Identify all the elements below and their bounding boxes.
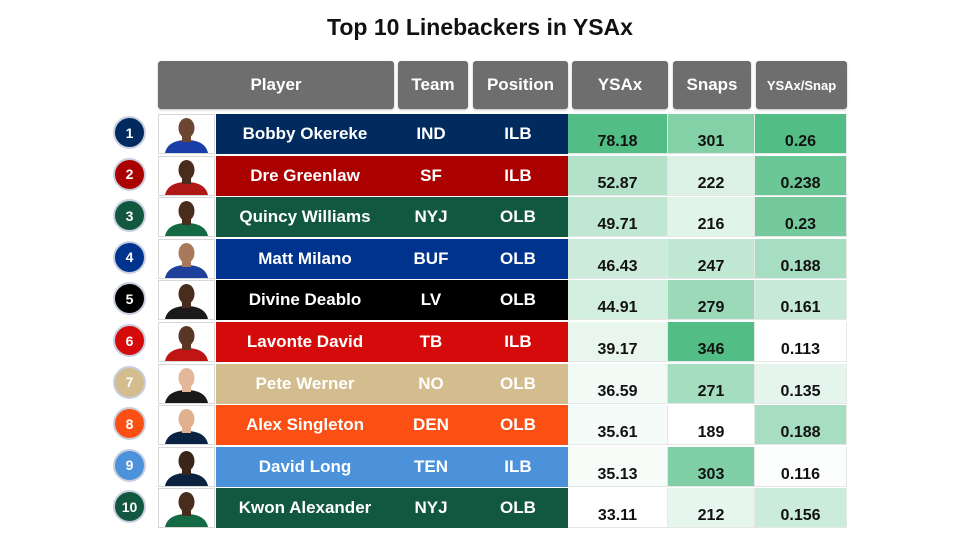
- heatmap-cell-snaps: 346: [668, 322, 755, 362]
- rank-badge: 8: [113, 407, 146, 441]
- table-row: 4 Matt Milano BUF OLB 46.43 247 0.188: [0, 238, 960, 280]
- cell-team: SF: [394, 155, 468, 196]
- header-player: Player: [158, 61, 394, 109]
- table-row: 8 Alex Singleton DEN OLB 35.61 189 0.188: [0, 405, 960, 446]
- player-headshot: [158, 488, 215, 529]
- cell-position: OLB: [468, 197, 568, 238]
- cell-team: NYJ: [394, 488, 468, 529]
- cell-position: OLB: [468, 238, 568, 279]
- heatmap-cell-ysax-snap: 0.161: [755, 280, 847, 321]
- cell-position: OLB: [468, 405, 568, 446]
- heatmap-cell-ysax: 46.43: [568, 238, 668, 279]
- rank-badge: 2: [113, 157, 146, 191]
- cell-position: ILB: [468, 322, 568, 362]
- heatmap-cell-snaps: 247: [668, 238, 755, 279]
- heatmap-cell-ysax: 35.13: [568, 446, 668, 487]
- table-row: 6 Lavonte David TB ILB 39.17 346 0.113: [0, 322, 960, 363]
- cell-position: ILB: [468, 114, 568, 154]
- cell-team: NO: [394, 363, 468, 404]
- heatmap-cell-ysax: 33.11: [568, 488, 668, 529]
- heatmap-cell-ysax: 44.91: [568, 280, 668, 321]
- heatmap-cell-ysax: 52.87: [568, 155, 668, 196]
- rank-badge: 10: [113, 490, 146, 524]
- cell-team: NYJ: [394, 197, 468, 238]
- heatmap-cell-snaps: 189: [668, 405, 755, 446]
- heatmap-cell-ysax: 39.17: [568, 322, 668, 362]
- cell-player: Pete Werner: [216, 363, 394, 404]
- cell-player: Bobby Okereke: [216, 114, 394, 154]
- table-row: 3 Quincy Williams NYJ OLB 49.71 216 0.23: [0, 197, 960, 238]
- cell-player: Quincy Williams: [216, 197, 394, 238]
- cell-team: LV: [394, 280, 468, 321]
- heatmap-cell-ysax: 78.18: [568, 114, 668, 154]
- cell-team: BUF: [394, 238, 468, 279]
- cell-position: ILB: [468, 446, 568, 487]
- rank-badge: 6: [113, 324, 146, 357]
- heatmap-cell-ysax-snap: 0.188: [755, 405, 847, 446]
- cell-player: Alex Singleton: [216, 405, 394, 446]
- header-team: Team: [398, 61, 468, 109]
- heatmap-cell-snaps: 279: [668, 280, 755, 321]
- heatmap-cell-ysax-snap: 0.113: [755, 322, 847, 362]
- heatmap-cell-ysax-snap: 0.116: [755, 446, 847, 487]
- header-position: Position: [473, 61, 568, 109]
- heatmap-cell-ysax-snap: 0.156: [755, 488, 847, 529]
- player-headshot: [158, 114, 215, 154]
- table-row: 5 Divine Deablo LV OLB 44.91 279 0.161: [0, 280, 960, 321]
- player-headshot: [158, 363, 215, 404]
- cell-player: Divine Deablo: [216, 280, 394, 321]
- header-snaps: Snaps: [673, 61, 751, 109]
- table-row: 7 Pete Werner NO OLB 36.59 271 0.135: [0, 363, 960, 405]
- table-row: 10 Kwon Alexander NYJ OLB 33.11 212 0.156: [0, 488, 960, 529]
- cell-team: IND: [394, 114, 468, 154]
- chart-title: Top 10 Linebackers in YSAx: [327, 14, 633, 40]
- cell-position: OLB: [468, 488, 568, 529]
- cell-player: David Long: [216, 446, 394, 487]
- heatmap-cell-ysax-snap: 0.135: [755, 363, 847, 404]
- cell-position: OLB: [468, 363, 568, 404]
- cell-team: DEN: [394, 405, 468, 446]
- table-row: 1 Bobby Okereke IND ILB 78.18 301 0.26: [0, 114, 960, 155]
- heatmap-cell-ysax: 36.59: [568, 363, 668, 404]
- header-ysax: YSAx: [572, 61, 668, 109]
- player-headshot: [158, 238, 215, 279]
- player-headshot: [158, 280, 215, 321]
- rank-badge: 9: [113, 448, 146, 482]
- heatmap-cell-ysax: 49.71: [568, 197, 668, 238]
- heatmap-cell-snaps: 271: [668, 363, 755, 404]
- table-row: 2 Dre Greenlaw SF ILB 52.87 222 0.238: [0, 155, 960, 197]
- cell-player: Dre Greenlaw: [216, 155, 394, 196]
- heatmap-cell-ysax-snap: 0.26: [755, 114, 847, 154]
- heatmap-cell-snaps: 222: [668, 155, 755, 196]
- cell-team: TB: [394, 322, 468, 362]
- player-headshot: [158, 405, 215, 446]
- player-headshot: [158, 155, 215, 196]
- table-row: 9 David Long TEN ILB 35.13 303 0.116: [0, 446, 960, 488]
- player-headshot: [158, 197, 215, 238]
- cell-player: Lavonte David: [216, 322, 394, 362]
- heatmap-cell-snaps: 216: [668, 197, 755, 238]
- cell-position: OLB: [468, 280, 568, 321]
- heatmap-cell-ysax-snap: 0.23: [755, 197, 847, 238]
- cell-player: Kwon Alexander: [216, 488, 394, 529]
- cell-position: ILB: [468, 155, 568, 196]
- rank-badge: 7: [113, 365, 146, 399]
- rank-badge: 4: [113, 240, 146, 274]
- cell-team: TEN: [394, 446, 468, 487]
- heatmap-cell-ysax-snap: 0.188: [755, 238, 847, 279]
- heatmap-cell-snaps: 212: [668, 488, 755, 529]
- header-ysax-per-snap: YSAx/Snap: [756, 61, 847, 109]
- heatmap-cell-ysax: 35.61: [568, 405, 668, 446]
- player-headshot: [158, 446, 215, 487]
- rank-badge: 5: [113, 282, 146, 316]
- heatmap-cell-ysax-snap: 0.238: [755, 155, 847, 196]
- heatmap-cell-snaps: 301: [668, 114, 755, 154]
- player-headshot: [158, 322, 215, 362]
- rank-badge: 1: [113, 116, 146, 149]
- heatmap-cell-snaps: 303: [668, 446, 755, 487]
- cell-player: Matt Milano: [216, 238, 394, 279]
- rank-badge: 3: [113, 199, 146, 233]
